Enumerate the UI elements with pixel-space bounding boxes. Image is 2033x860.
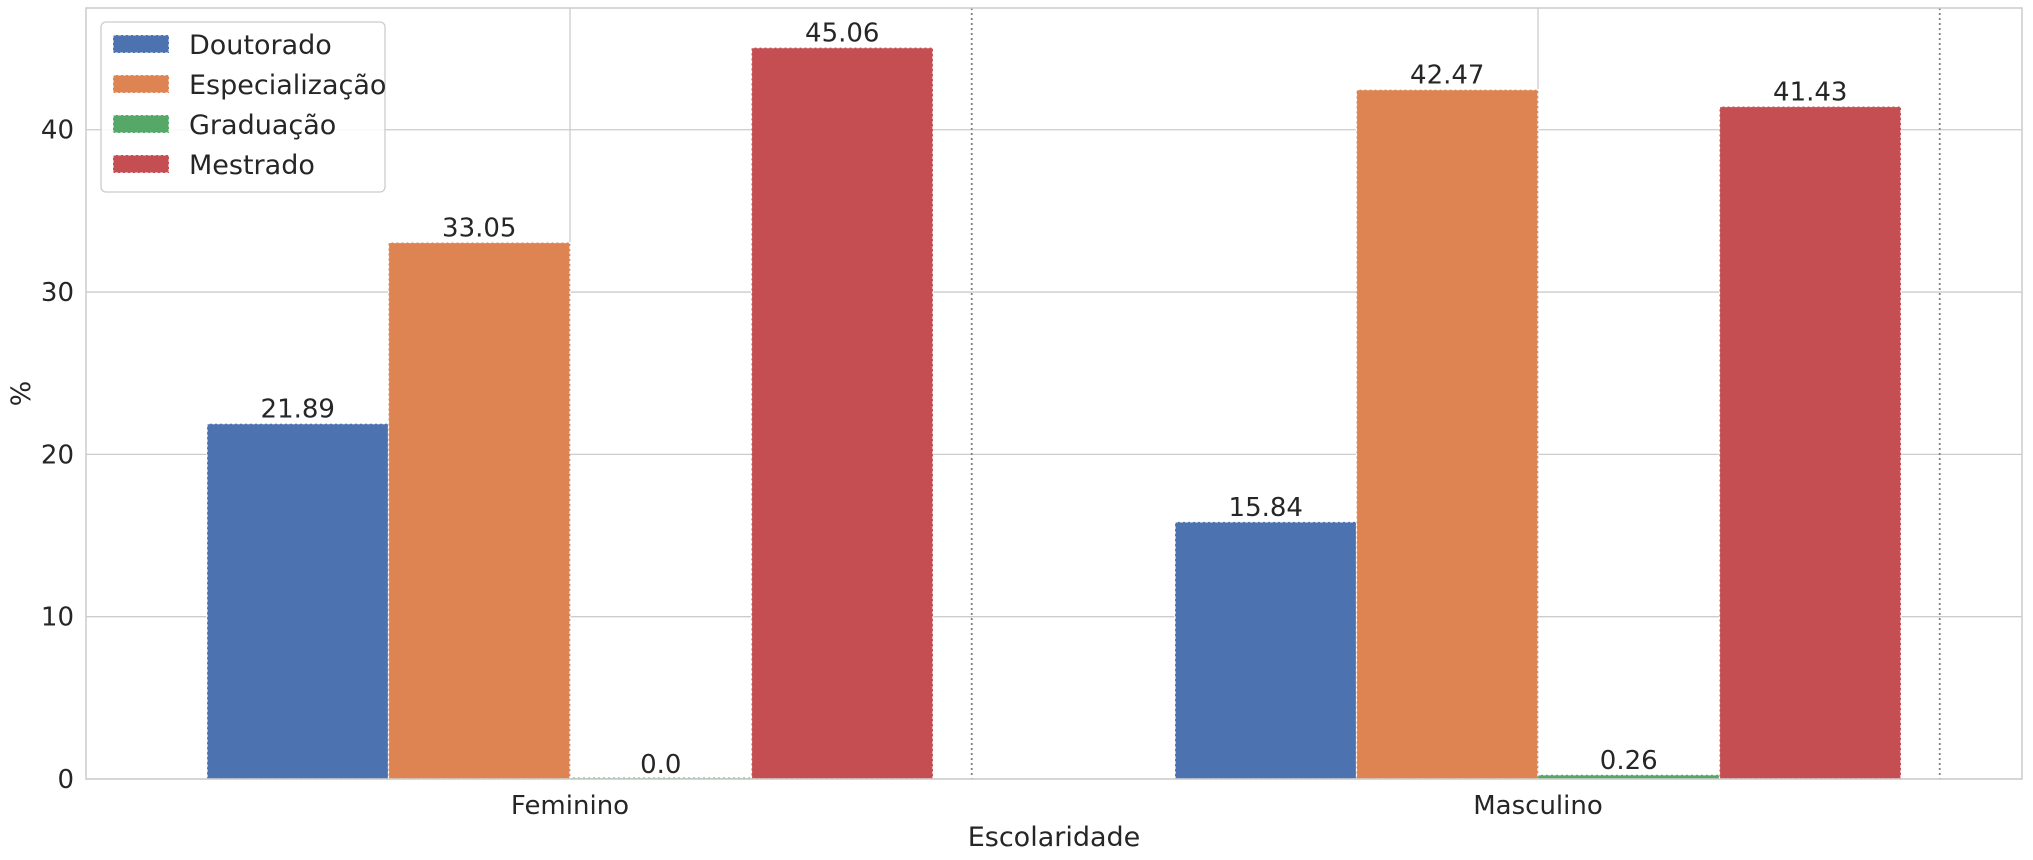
legend-swatch (112, 74, 170, 94)
data-label: 41.43 (1773, 78, 1847, 108)
legend-swatch (112, 114, 170, 134)
data-label: 0.26 (1600, 746, 1658, 776)
legend: Doutorado Especialização Graduação Mestrado (100, 21, 386, 193)
y-tick-label: 20 (41, 440, 74, 470)
legend-swatch (112, 154, 170, 174)
y-axis-title: % (6, 381, 37, 407)
data-label: 33.05 (442, 214, 516, 244)
x-tick-label: Feminino (511, 791, 629, 821)
bar-mestrado (750, 47, 934, 780)
bar-especialização (1355, 89, 1539, 780)
data-label-layer: 21.89 15.84 33.05 42.47 0.0 0.26 45.06 41.43 (261, 19, 1848, 780)
data-label: 21.89 (261, 395, 335, 425)
legend-label: Mestrado (189, 150, 315, 181)
legend-label: Doutorado (189, 30, 332, 61)
bar-mestrado (1718, 105, 1902, 780)
bar-layer (206, 47, 1902, 780)
data-label: 0.0 (640, 750, 681, 780)
bar-doutorado (1174, 521, 1358, 780)
data-label: 42.47 (1410, 61, 1484, 91)
x-axis-title: Escolaridade (968, 822, 1141, 853)
y-tick-label: 40 (41, 116, 74, 146)
bar-doutorado (206, 423, 390, 780)
bar-especialização (387, 241, 571, 780)
y-tick-label: 10 (41, 603, 74, 633)
y-tick-label: 0 (57, 765, 74, 795)
y-tick-label: 30 (41, 278, 74, 308)
legend-label: Especialização (189, 70, 386, 101)
plot-frame (85, 7, 2023, 780)
x-tick-label: Masculino (1473, 791, 1603, 821)
data-label: 45.06 (805, 19, 879, 49)
axis-layer: 0 10 20 30 40 Feminino Masculino (41, 7, 2023, 821)
separator-layer (970, 8, 1941, 779)
legend-box (100, 21, 386, 193)
legend-swatch (112, 34, 170, 54)
data-label: 15.84 (1229, 493, 1303, 523)
legend-label: Graduação (189, 110, 336, 141)
